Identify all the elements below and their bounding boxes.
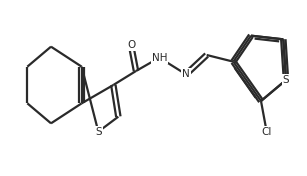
Text: N: N bbox=[182, 69, 190, 79]
Text: Cl: Cl bbox=[262, 127, 272, 137]
Text: O: O bbox=[127, 40, 135, 50]
Text: S: S bbox=[95, 127, 102, 137]
Text: NH: NH bbox=[152, 53, 167, 63]
Text: S: S bbox=[283, 75, 289, 85]
